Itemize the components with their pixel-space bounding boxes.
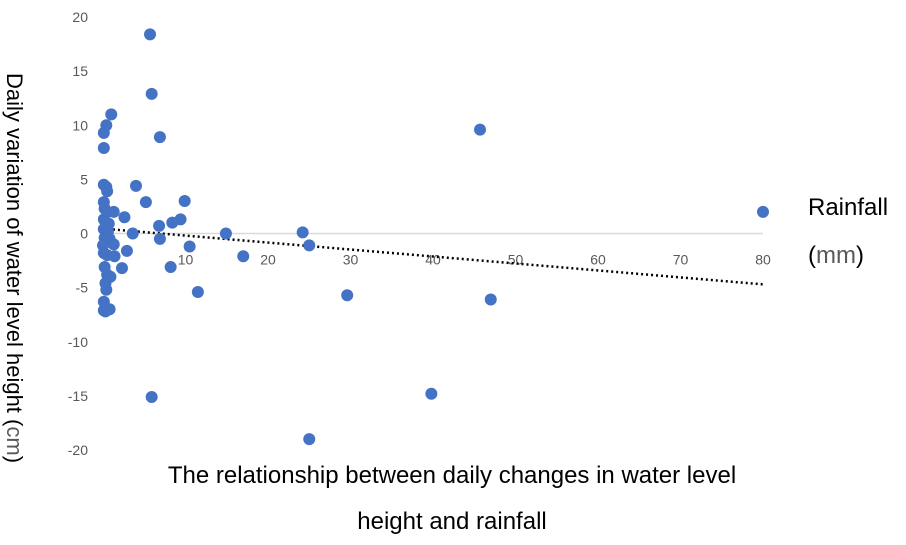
data-point (118, 211, 131, 224)
data-points (97, 28, 769, 446)
data-point (425, 387, 438, 400)
y-tick-label: 5 (80, 171, 88, 187)
data-point (97, 141, 110, 154)
data-point (164, 261, 177, 274)
data-point (120, 244, 133, 257)
data-point (237, 250, 250, 263)
y-tick-label: -10 (68, 334, 88, 350)
data-point (107, 205, 120, 218)
data-point (145, 390, 158, 403)
data-point (474, 123, 487, 136)
y-tick-label: 20 (72, 9, 88, 25)
data-point (130, 179, 142, 192)
y-tick-label: -20 (68, 442, 88, 458)
data-point (174, 213, 187, 226)
x-axis-name-text: Rainfall (808, 194, 888, 221)
x-tick-label: 60 (590, 252, 606, 268)
data-point (153, 131, 166, 144)
y-tick-label: -5 (76, 280, 89, 296)
x-axis-title-line-2: height and rainfall (357, 508, 546, 535)
data-point (153, 219, 166, 232)
data-point (105, 108, 118, 121)
data-point (97, 126, 110, 139)
data-point (145, 87, 158, 100)
trendline (102, 227, 764, 286)
x-tick-label: 30 (343, 252, 359, 268)
x-tick-label: 20 (260, 252, 276, 268)
data-point (303, 433, 316, 446)
data-point (108, 250, 121, 263)
x-axis-name: Rainfall (808, 194, 888, 221)
data-point (183, 240, 196, 253)
data-point (107, 238, 120, 251)
data-point (144, 28, 157, 41)
data-point (101, 185, 114, 198)
data-point (115, 262, 128, 275)
x-axis-unit: (mm) (808, 242, 864, 269)
x-tick-label: 80 (755, 252, 771, 268)
data-point (191, 285, 204, 298)
data-point (757, 205, 769, 218)
data-point (126, 227, 139, 240)
data-point (100, 283, 113, 296)
data-point (303, 239, 316, 252)
y-tick-label: 10 (72, 117, 88, 133)
x-tick-label: 40 (425, 252, 441, 268)
y-axis-ticks: 20 15 10 5 0 -5 -10 -15 -20 (68, 9, 88, 458)
data-point (219, 227, 232, 240)
y-tick-label: -15 (68, 388, 88, 404)
x-axis-title-line-1: The relationship between daily changes i… (168, 462, 736, 489)
data-point (484, 293, 497, 306)
y-tick-label: 15 (72, 63, 88, 79)
x-tick-label: 10 (178, 252, 194, 268)
data-point (99, 305, 112, 318)
y-axis-title: Daily variation of water level height (c… (2, 73, 27, 463)
data-point (178, 195, 191, 208)
x-axis-ticks: 10 20 30 40 50 60 70 80 (178, 252, 771, 268)
x-tick-label: 50 (508, 252, 524, 268)
data-point (341, 289, 354, 302)
data-point (153, 232, 166, 245)
y-tick-label: 0 (80, 226, 88, 242)
data-point (296, 226, 309, 239)
data-point (139, 196, 152, 209)
x-tick-label: 70 (673, 252, 689, 268)
